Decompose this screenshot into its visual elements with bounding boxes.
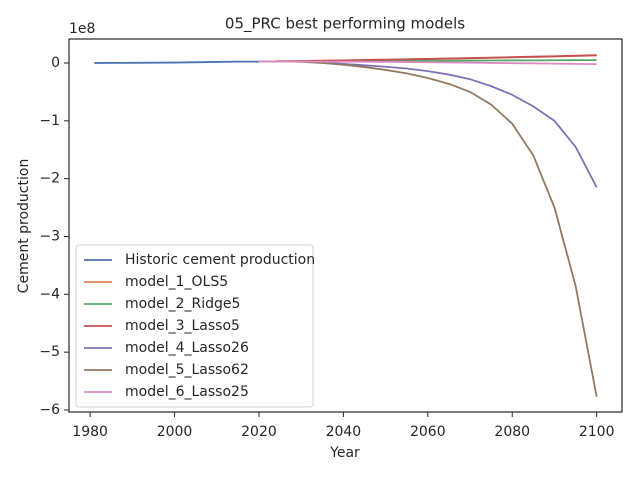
y-tick-label: −2: [39, 171, 60, 187]
legend-label: model_3_Lasso5: [125, 318, 240, 334]
x-axis-label: Year: [329, 445, 360, 461]
plot-frame: [68, 38, 623, 413]
y-tick-label: −6: [39, 402, 60, 418]
legend-label: model_4_Lasso26: [125, 340, 249, 356]
x-tick-label: 2060: [410, 424, 446, 440]
legend-label: model_5_Lasso62: [125, 362, 249, 378]
series-line: [258, 60, 598, 397]
chart-title: 05_PRC best performing models: [225, 15, 465, 34]
y-tick-label: −3: [39, 228, 60, 244]
legend-label: model_6_Lasso25: [125, 384, 249, 400]
legend-label: Historic cement production: [125, 252, 315, 268]
legend-label: model_2_Ridge5: [125, 296, 240, 312]
y-tick-label: −5: [39, 344, 60, 360]
series-line: [258, 60, 597, 66]
y-tick-label: −1: [39, 113, 60, 129]
x-tick-label: 2000: [157, 424, 193, 440]
x-tick-label: 2040: [326, 424, 362, 440]
legend-label: model_1_OLS5: [125, 274, 228, 290]
legend-box: [75, 244, 314, 408]
x-tick-label: 2100: [579, 424, 615, 440]
legend: Historic cement production model_1_OLS5mo…: [75, 244, 315, 408]
y-tick-label: −4: [39, 286, 60, 302]
series-line: [258, 60, 598, 188]
x-tick-label: 1980: [72, 424, 108, 440]
x-tick-label: 2020: [241, 424, 277, 440]
x-tick-label: 2080: [494, 424, 530, 440]
offset-label: 1e8: [69, 21, 95, 37]
series-line: [94, 60, 259, 64]
y-tick-label: 0: [51, 55, 60, 71]
y-axis-label: Cement production: [16, 159, 32, 294]
